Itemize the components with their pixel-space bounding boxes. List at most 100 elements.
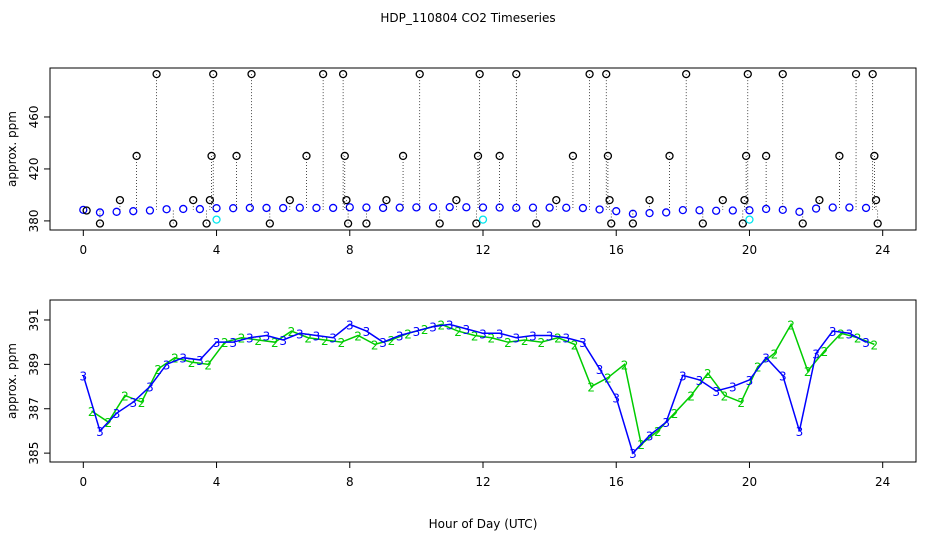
data-point — [712, 206, 721, 215]
plot-frame — [49, 67, 917, 231]
point-marker: 3 — [546, 330, 554, 344]
data-point — [728, 206, 737, 215]
data-point — [873, 219, 882, 228]
data-point — [718, 195, 727, 205]
point-marker: 3 — [296, 327, 304, 341]
data-point — [512, 69, 521, 79]
data-point — [169, 219, 178, 228]
data-point — [861, 203, 871, 213]
data-point — [868, 69, 877, 79]
data-point — [478, 203, 488, 212]
data-point — [295, 203, 304, 212]
point-marker: 3 — [679, 369, 687, 383]
point-marker: 2 — [454, 325, 462, 339]
data-point — [382, 195, 391, 205]
point-marker: 3 — [279, 334, 287, 348]
data-point — [195, 204, 205, 214]
data-point — [112, 207, 121, 216]
data-point — [552, 195, 561, 205]
y-tick-label: 387 — [27, 397, 41, 420]
x-tick-label: 0 — [79, 475, 87, 489]
data-point — [95, 208, 105, 217]
point-marker: 2 — [804, 365, 812, 379]
point-marker: 2 — [304, 332, 312, 346]
point-marker: 3 — [363, 325, 371, 339]
point-marker: 2 — [671, 407, 679, 421]
point-marker: 3 — [346, 318, 354, 332]
data-point — [795, 207, 804, 216]
point-marker: 2 — [171, 352, 179, 366]
data-point — [82, 206, 91, 215]
y-tick-label: 420 — [27, 157, 41, 180]
point-marker: 3 — [596, 363, 604, 377]
data-point — [318, 69, 328, 79]
data-point — [415, 69, 424, 79]
point-marker: 2 — [837, 327, 845, 341]
data-point — [568, 151, 578, 161]
point-marker: 2 — [254, 334, 262, 348]
point-marker: 3 — [696, 374, 704, 388]
data-point — [428, 203, 438, 212]
point-marker: 3 — [779, 369, 787, 383]
data-point — [645, 208, 654, 218]
x-tick-label: 16 — [609, 243, 624, 257]
point-marker: 3 — [646, 429, 654, 443]
point-marker: 2 — [138, 396, 146, 410]
data-point — [189, 195, 198, 205]
point-marker: 3 — [579, 336, 587, 350]
point-marker: 3 — [179, 352, 187, 366]
point-marker: 3 — [379, 336, 387, 350]
point-marker: 3 — [213, 336, 221, 350]
point-marker: 2 — [488, 332, 496, 346]
point-marker: 3 — [662, 416, 670, 430]
y-tick-label: 380 — [27, 209, 41, 232]
data-point — [845, 203, 854, 212]
data-point — [871, 195, 881, 205]
point-marker: 3 — [629, 447, 637, 461]
point-marker: 3 — [196, 354, 204, 368]
data-point — [472, 219, 481, 228]
data-point — [645, 195, 654, 205]
point-marker: 2 — [88, 405, 96, 419]
x-tick-label: 16 — [609, 475, 624, 489]
data-point — [378, 203, 388, 213]
data-point — [761, 204, 771, 214]
y-axis-label: approx. ppm — [5, 111, 19, 187]
point-marker: 3 — [113, 407, 121, 421]
point-marker: 3 — [163, 358, 171, 372]
data-point — [452, 195, 461, 205]
point-marker: 3 — [446, 318, 454, 332]
point-marker: 2 — [704, 367, 712, 381]
data-point — [395, 203, 404, 212]
point-marker: 2 — [571, 338, 579, 352]
x-tick-label: 8 — [346, 243, 354, 257]
data-point — [435, 219, 444, 228]
point-marker: 2 — [271, 336, 279, 350]
data-point — [585, 69, 594, 79]
point-marker: 2 — [737, 396, 745, 410]
point-marker: 3 — [129, 396, 137, 410]
x-axis-label: Hour of Day (UTC) — [429, 517, 538, 531]
point-marker: 2 — [121, 389, 129, 403]
point-marker: 3 — [429, 321, 437, 335]
data-point — [628, 219, 638, 228]
x-tick-label: 20 — [742, 475, 757, 489]
data-point — [815, 195, 824, 205]
data-point — [145, 206, 155, 215]
point-marker: 3 — [529, 330, 537, 344]
data-point — [695, 206, 704, 215]
data-point — [262, 203, 271, 213]
data-point — [745, 206, 754, 215]
point-marker: 3 — [612, 392, 620, 406]
data-point — [312, 203, 321, 213]
point-marker: 3 — [746, 374, 754, 388]
data-point — [129, 207, 138, 216]
series-line — [82, 323, 867, 455]
point-marker: 2 — [687, 389, 695, 403]
point-marker: 2 — [404, 327, 412, 341]
data-point — [202, 219, 211, 228]
data-point — [811, 204, 821, 213]
point-marker: 2 — [604, 372, 612, 386]
